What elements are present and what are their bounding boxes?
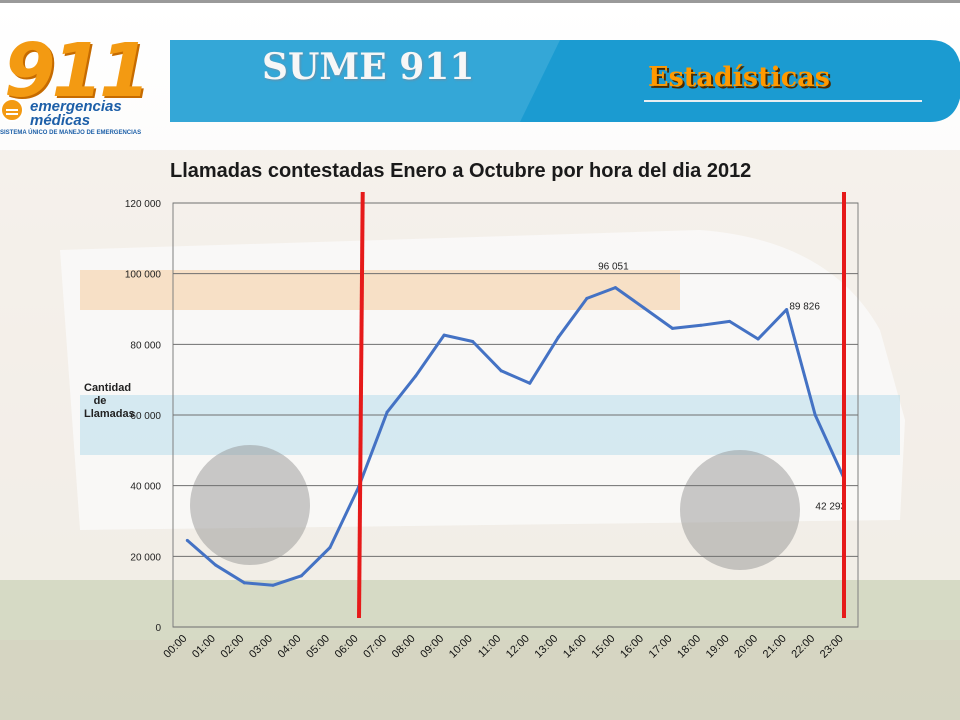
ambulance-silhouette <box>60 230 905 530</box>
y-tick-label: 0 <box>155 623 161 634</box>
logo-emblem-icon <box>0 98 24 122</box>
x-tick-label: 09:00 <box>418 633 446 661</box>
x-tick-label: 06:00 <box>333 633 361 661</box>
logo-text-line2: médicas <box>30 112 91 129</box>
data-point <box>385 410 389 414</box>
data-point <box>414 374 418 378</box>
x-tick-label: 03:00 <box>247 633 275 661</box>
header-rule <box>644 100 922 102</box>
logo-subtitle: SISTEMA ÚNICO DE MANEJO DE EMERGENCIAS <box>0 130 142 136</box>
data-point <box>728 319 732 323</box>
data-point <box>613 286 617 290</box>
x-tick-label: 22:00 <box>789 633 817 661</box>
x-tick-label: 10:00 <box>447 633 475 661</box>
y-tick-label: 40 000 <box>130 482 161 493</box>
logo-911: 911 emergencias médicas SISTEMA ÚNICO DE… <box>0 28 168 140</box>
x-tick-label: 23:00 <box>818 633 846 661</box>
data-point <box>556 335 560 339</box>
data-label: 42 293 <box>815 502 846 513</box>
x-tick-label: 21:00 <box>761 633 789 661</box>
x-tick-label: 13:00 <box>532 633 560 661</box>
x-tick-label: 15:00 <box>590 633 618 661</box>
y-tick-label: 20 000 <box>130 552 161 563</box>
x-tick-label: 00:00 <box>161 633 189 661</box>
y-tick-label: 120 000 <box>125 199 162 210</box>
logo-number: 911 <box>4 28 150 114</box>
x-tick-label: 11:00 <box>476 633 503 660</box>
data-point <box>756 337 760 341</box>
data-label: 89 826 <box>789 302 820 313</box>
data-point <box>585 296 589 300</box>
data-point <box>271 583 275 587</box>
data-point <box>499 369 503 373</box>
header-title: SUME 911 <box>262 46 475 88</box>
series-line <box>186 286 846 587</box>
data-point <box>214 563 218 567</box>
x-tick-label: 07:00 <box>361 633 389 661</box>
section-title: Estadísticas <box>648 62 830 93</box>
y-tick-label: 60 000 <box>130 411 161 422</box>
x-tick-label: 16:00 <box>618 633 646 661</box>
x-tick-label: 19:00 <box>704 633 732 661</box>
top-border <box>0 0 960 3</box>
x-tick-label: 20:00 <box>732 633 760 661</box>
x-tick-label: 18:00 <box>675 633 703 661</box>
y-tick-label: 80 000 <box>130 340 161 351</box>
data-point <box>670 326 674 330</box>
x-tick-label: 08:00 <box>390 633 418 661</box>
x-tick-label: 04:00 <box>276 633 304 661</box>
x-tick-label: 01:00 <box>190 633 218 661</box>
chart-title: Llamadas contestadas Enero a Octubre por… <box>170 160 752 182</box>
x-tick-label: 02:00 <box>219 633 247 661</box>
x-tick-label: 17:00 <box>647 633 675 661</box>
data-point <box>699 323 703 327</box>
data-point <box>813 413 817 417</box>
data-point <box>299 574 303 578</box>
data-point <box>642 306 646 310</box>
data-point <box>528 381 532 385</box>
marker-line-end <box>841 192 846 618</box>
data-point <box>785 308 789 312</box>
data-point <box>328 546 332 549</box>
data-point <box>442 333 446 337</box>
data-point <box>185 538 189 542</box>
logo-text-line1: emergencias <box>30 98 122 115</box>
y-tick-label: 100 000 <box>125 270 162 281</box>
x-tick-label: 12:00 <box>504 633 532 661</box>
x-tick-label: 05:00 <box>304 633 332 661</box>
data-point <box>242 581 246 585</box>
x-tick-label: 14:00 <box>561 633 589 661</box>
data-point <box>471 340 475 344</box>
data-label: 96 051 <box>598 262 629 273</box>
